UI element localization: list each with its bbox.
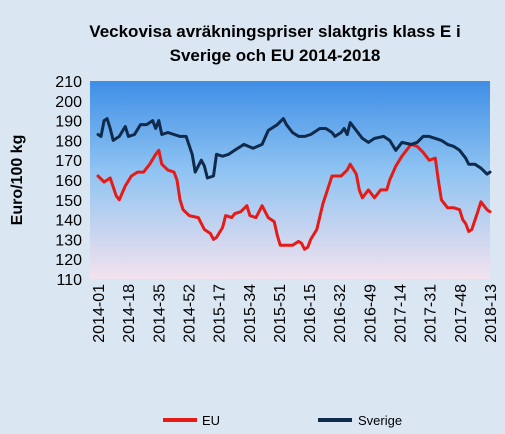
series-line-eu (96, 142, 492, 251)
x-tick-label: 2015-34 (242, 284, 259, 343)
y-tick-label: 120 (55, 252, 82, 269)
y-axis-label: Euro/100 kg (9, 135, 26, 226)
x-tick-label: 2017-14 (393, 284, 410, 343)
y-tick-label: 130 (55, 232, 82, 249)
y-tick-label: 200 (55, 94, 82, 111)
y-tick-label: 140 (55, 213, 82, 230)
x-tick-label: 2015-17 (212, 284, 229, 343)
x-tick-label: 2015-51 (272, 284, 289, 343)
legend: EU Sverige (163, 413, 402, 428)
chart-title-line-1: Veckovisa avräkningspriser slaktgris kla… (89, 22, 460, 41)
series-line-sverige (96, 117, 492, 180)
y-tick-label: 150 (55, 193, 82, 210)
y-tick-label: 210 (55, 74, 82, 91)
x-tick-label: 2016-49 (362, 284, 379, 343)
x-tick-label: 2018-13 (483, 284, 500, 343)
series-lines (96, 117, 492, 251)
x-tick-label: 2014-01 (91, 284, 108, 343)
y-axis-ticks: 110 120 130 140 150 160 170 180 190 200 210 (55, 74, 82, 289)
y-tick-label: 160 (55, 173, 82, 190)
x-tick-label: 2016-15 (302, 284, 319, 343)
x-tick-label: 2014-52 (181, 284, 198, 343)
x-tick-label: 2016-32 (332, 284, 349, 343)
y-tick-label: 180 (55, 133, 82, 150)
x-tick-label: 2014-35 (151, 284, 168, 343)
x-axis-ticks: 2014-01 2014-18 2014-35 2014-52 2015-17 2015-… (91, 284, 500, 343)
y-tick-label: 170 (55, 153, 82, 170)
legend-sverige-label: Sverige (358, 413, 402, 428)
y-tick-label: 190 (55, 114, 82, 131)
chart-title: Veckovisa avräkningspriser slaktgris kla… (89, 22, 460, 65)
plot-area (90, 81, 490, 279)
x-tick-label: 2014-18 (121, 284, 138, 343)
chart-title-line-2: Sverige och EU 2014-2018 (170, 46, 381, 65)
x-tick-label: 2017-31 (423, 284, 440, 343)
y-tick-label: 110 (56, 272, 82, 289)
legend-eu-label: EU (202, 413, 220, 428)
x-tick-label: 2017-48 (453, 284, 470, 343)
